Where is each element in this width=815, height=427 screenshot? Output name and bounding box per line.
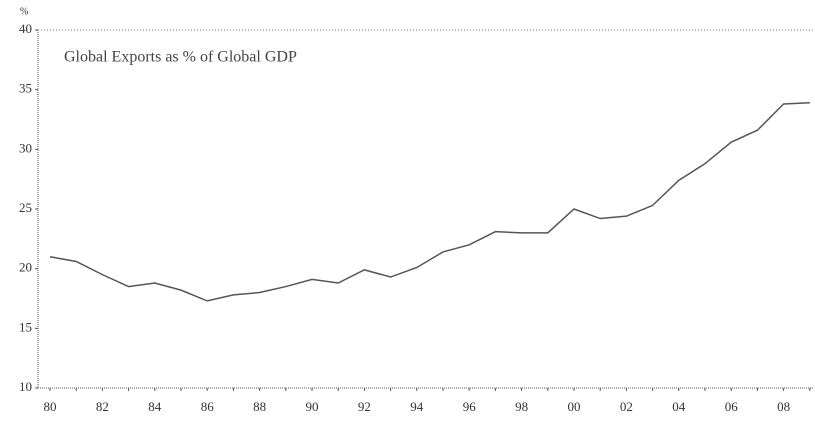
x-tick-label: 98 xyxy=(515,399,528,414)
x-tick-label: 86 xyxy=(201,399,215,414)
x-tick-label: 82 xyxy=(96,399,109,414)
x-tick-label: 94 xyxy=(410,399,424,414)
line-series xyxy=(49,102,810,302)
y-tick-label: 35 xyxy=(19,81,32,96)
y-tick-label: 10 xyxy=(19,379,32,394)
x-tick-label: 04 xyxy=(672,399,686,414)
x-tick-label: 92 xyxy=(358,399,371,414)
x-tick-label: 00 xyxy=(568,399,581,414)
x-tick-label: 90 xyxy=(306,399,319,414)
x-tick-label: 96 xyxy=(463,399,477,414)
x-tick-label: 88 xyxy=(253,399,266,414)
x-tick-label: 84 xyxy=(148,399,162,414)
y-tick-label: 25 xyxy=(19,200,32,215)
y-tick-label: 40 xyxy=(19,21,32,36)
y-unit-label: % xyxy=(20,6,28,17)
x-tick-label: 02 xyxy=(620,399,633,414)
y-tick-label: 30 xyxy=(19,140,32,155)
x-tick-label: 06 xyxy=(725,399,739,414)
x-tick-label: 08 xyxy=(777,399,790,414)
y-tick-label: 20 xyxy=(19,260,32,275)
x-tick-label: 80 xyxy=(44,399,57,414)
y-tick-label: 15 xyxy=(19,319,32,334)
chart-title: Global Exports as % of Global GDP xyxy=(64,49,297,66)
